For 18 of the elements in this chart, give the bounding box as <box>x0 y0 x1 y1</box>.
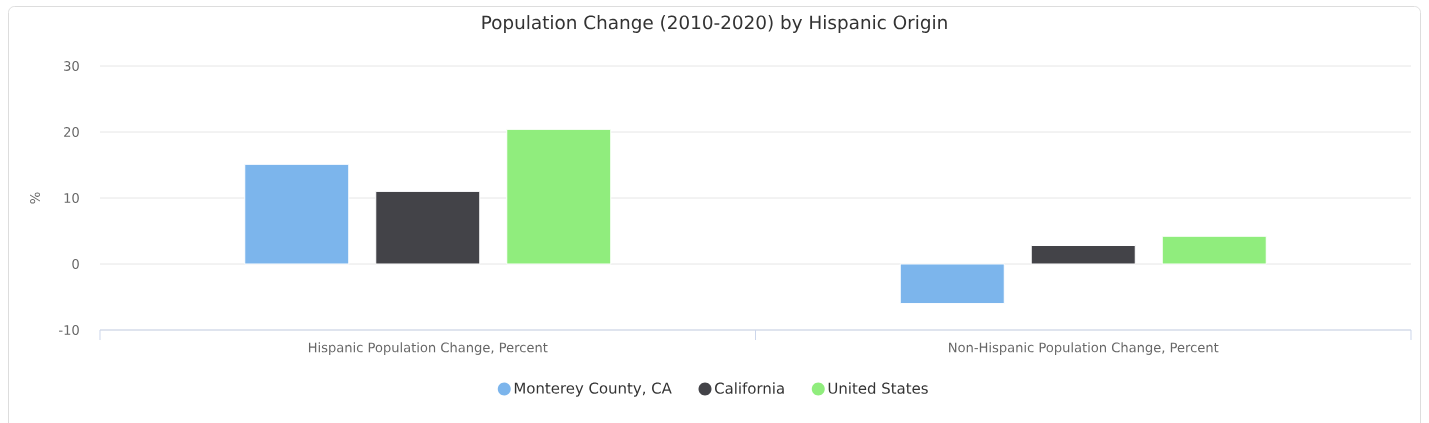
y-axis-title: % <box>30 192 40 204</box>
x-tick-label: Hispanic Population Change, Percent <box>308 342 548 355</box>
legend-label: California <box>715 382 784 394</box>
y-tick-label: 10 <box>64 193 79 203</box>
y-tick-label: -10 <box>59 325 79 335</box>
bar <box>506 128 612 265</box>
y-tick-label: 0 <box>72 259 79 269</box>
chart-title: Population Change (2010-2020) by Hispanic Origin <box>482 15 947 33</box>
bar <box>375 190 481 265</box>
bar <box>899 263 1005 305</box>
y-tick-label: 20 <box>64 127 79 137</box>
bar <box>244 163 350 265</box>
x-tick-label: Non-Hispanic Population Change, Percent <box>949 342 1219 355</box>
legend-label: United States <box>828 382 928 394</box>
bar <box>1161 235 1267 265</box>
legend-label: Monterey County, CA <box>514 382 672 397</box>
y-tick-label: 30 <box>64 61 79 71</box>
bar <box>1030 245 1136 265</box>
